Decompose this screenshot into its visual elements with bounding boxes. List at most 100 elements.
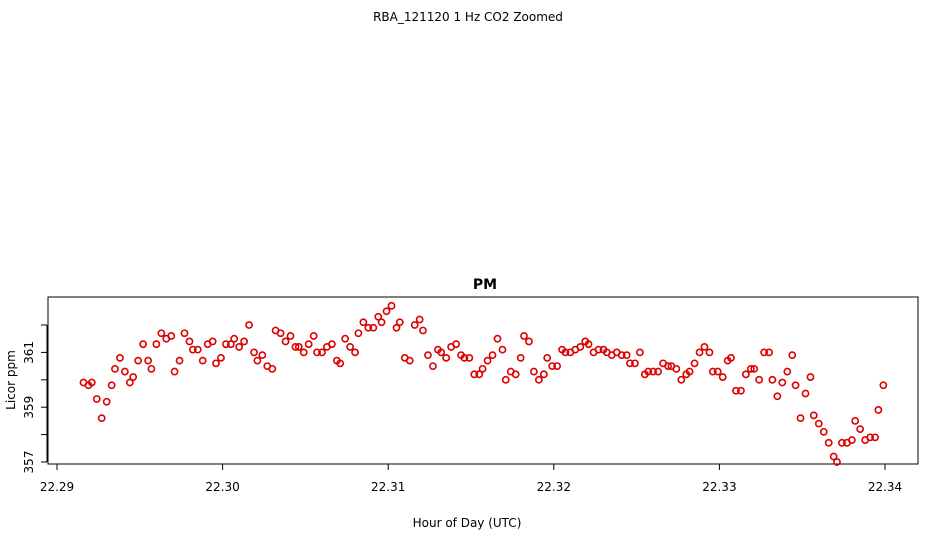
data-point — [313, 348, 321, 357]
data-point — [120, 367, 129, 376]
data-point — [222, 340, 230, 349]
data-point — [543, 353, 552, 362]
y-tick-label: 359 — [22, 396, 36, 419]
data-point — [392, 323, 401, 332]
data-point — [286, 332, 295, 340]
data-point — [765, 348, 773, 357]
data-point — [478, 364, 487, 373]
data-point — [871, 433, 879, 442]
data-point — [185, 337, 194, 346]
data-point — [737, 386, 745, 395]
data-point — [584, 340, 593, 349]
data-point — [806, 373, 815, 381]
data-point — [788, 351, 797, 360]
data-point — [226, 340, 235, 349]
data-point — [664, 362, 672, 370]
data-point — [167, 332, 176, 340]
data-point — [299, 348, 308, 357]
data-point — [258, 351, 267, 360]
data-point — [677, 375, 686, 384]
data-point — [395, 318, 404, 327]
data-point — [520, 332, 528, 340]
data-point — [405, 356, 414, 365]
data-point — [147, 364, 156, 373]
data-point — [809, 411, 818, 420]
data-point — [387, 301, 396, 310]
data-point — [198, 356, 207, 365]
x-tick-label: 22.31 — [371, 480, 405, 494]
data-point — [304, 340, 313, 349]
data-point — [851, 416, 860, 425]
data-point — [773, 392, 782, 401]
data-point — [727, 353, 735, 362]
data-point — [442, 353, 451, 362]
data-point — [705, 348, 714, 357]
data-point — [718, 373, 727, 381]
data-points — [79, 301, 888, 466]
data-point — [144, 356, 152, 365]
data-point — [631, 359, 639, 368]
data-point — [180, 329, 189, 338]
data-point — [208, 337, 217, 346]
data-point — [819, 427, 828, 436]
data-point — [152, 340, 161, 349]
data-point — [382, 307, 391, 316]
data-point — [829, 452, 838, 461]
data-point — [276, 329, 285, 338]
data-point — [746, 364, 755, 373]
data-point — [501, 375, 510, 384]
data-point — [377, 318, 386, 327]
data-point — [327, 340, 336, 349]
data-point — [866, 433, 874, 442]
data-point — [374, 312, 383, 321]
data-point — [750, 364, 759, 373]
data-point — [359, 318, 368, 327]
chart-title: PM — [473, 277, 497, 293]
data-point — [309, 332, 318, 340]
data-point — [419, 326, 427, 335]
x-tick-label: 22.29 — [40, 480, 74, 494]
data-point — [576, 343, 585, 351]
y-axis: 357 359 361 — [22, 324, 48, 473]
data-point — [548, 362, 557, 370]
x-axis-title: Hour of Day (UTC) — [413, 516, 522, 530]
data-point — [253, 356, 262, 365]
y-axis-title: Licor ppm — [4, 350, 18, 410]
data-point — [539, 370, 548, 379]
data-point — [755, 375, 764, 384]
data-point — [856, 425, 865, 434]
data-point — [498, 345, 507, 354]
data-point — [351, 348, 359, 357]
data-point — [708, 367, 717, 376]
data-point — [732, 386, 740, 395]
data-point — [268, 364, 277, 373]
data-point — [617, 351, 626, 360]
data-point — [796, 414, 805, 423]
data-point — [672, 364, 681, 373]
figure-title: RBA_121120 1 Hz CO2 Zoomed — [373, 10, 563, 24]
data-point — [470, 370, 479, 379]
data-point — [493, 334, 502, 343]
data-point — [636, 348, 644, 357]
data-point — [415, 315, 424, 324]
data-point — [188, 345, 197, 354]
data-point — [125, 378, 134, 387]
data-point — [341, 334, 350, 343]
data-point — [429, 362, 437, 370]
data-point — [424, 351, 432, 360]
data-point — [483, 356, 492, 365]
data-point — [281, 337, 290, 346]
data-point — [824, 438, 833, 447]
data-point — [102, 397, 111, 406]
data-point — [336, 359, 345, 368]
data-point — [139, 340, 148, 349]
data-point — [879, 381, 888, 390]
data-point — [783, 367, 792, 376]
data-point — [644, 367, 653, 376]
data-point — [838, 438, 846, 447]
data-point — [791, 381, 800, 390]
data-point — [129, 373, 138, 381]
data-point — [97, 414, 106, 423]
x-tick-label: 22.33 — [702, 480, 736, 494]
